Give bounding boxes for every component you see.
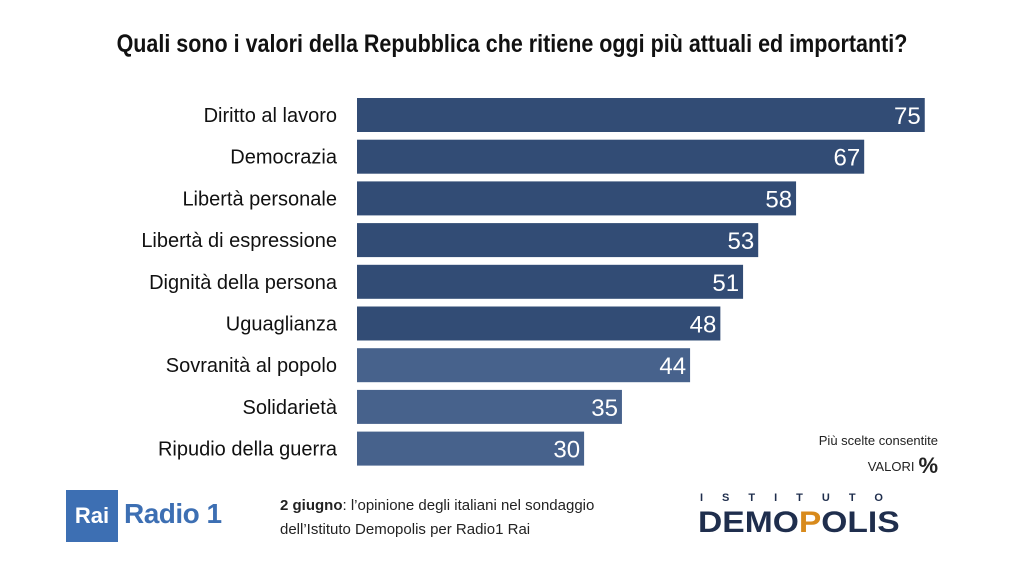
footer-line-2: dell’Istituto Demopolis per Radio1 Rai — [280, 521, 531, 538]
footer-date: 2 giugno — [280, 497, 343, 514]
category-label: Dignità della persona — [149, 272, 338, 294]
bar-7 — [357, 348, 691, 383]
bar-3 — [357, 181, 797, 216]
bar-8 — [357, 389, 622, 424]
category-label: Ripudio della guerra — [158, 439, 338, 461]
category-label: Libertà personale — [182, 188, 337, 210]
data-label: 53 — [728, 228, 755, 255]
footer-text: 2 giugno: l’opinione degli italiani nel … — [280, 494, 594, 542]
bar-5 — [357, 264, 744, 299]
rai-logo: Rai — [66, 490, 118, 542]
category-label: Libertà di espressione — [141, 230, 337, 252]
data-label: 58 — [765, 186, 792, 213]
data-label: 48 — [690, 312, 717, 339]
data-label: 44 — [659, 353, 686, 380]
note-values-label: VALORI — [867, 459, 915, 474]
category-label: Sovranità al popolo — [166, 355, 337, 377]
data-label: 30 — [553, 437, 580, 464]
note-values-unit: VALORI% — [819, 453, 938, 479]
note-multiple-choice: Più scelte consentite — [818, 433, 938, 448]
data-label: 75 — [894, 103, 921, 130]
category-label: Diritto al lavoro — [204, 105, 337, 127]
category-label: Democrazia — [230, 147, 338, 169]
note-percent-sign: % — [918, 453, 938, 478]
bar-9 — [357, 431, 585, 466]
bar-2 — [357, 139, 865, 174]
bar-6 — [357, 306, 721, 341]
data-label: 35 — [591, 395, 618, 422]
chart-note: Più scelte consentite VALORI% — [819, 428, 938, 479]
demopolis-istituto: ISTITUTO — [700, 492, 902, 504]
category-label: Solidarietà — [242, 397, 337, 419]
bar-4 — [357, 223, 759, 258]
chart-title: Quali sono i valori della Repubblica che… — [116, 30, 908, 58]
data-label: 51 — [712, 270, 739, 297]
demopolis-logo: ISTITUTO DEMOPOLIS — [698, 492, 952, 540]
category-label: Uguaglianza — [226, 314, 338, 336]
footer-text-rest: : l’opinione degli italiani nel sondaggi… — [342, 497, 595, 514]
bar-1 — [357, 98, 925, 132]
radio1-logo: Radio 1 — [124, 498, 222, 529]
rai-logo-text: Rai — [74, 503, 110, 528]
footer-line-1: 2 giugno: l’opinione degli italiani nel … — [280, 494, 594, 518]
demopolis-wordmark: DEMOPOLIS — [698, 506, 900, 539]
data-label: 67 — [833, 145, 860, 172]
